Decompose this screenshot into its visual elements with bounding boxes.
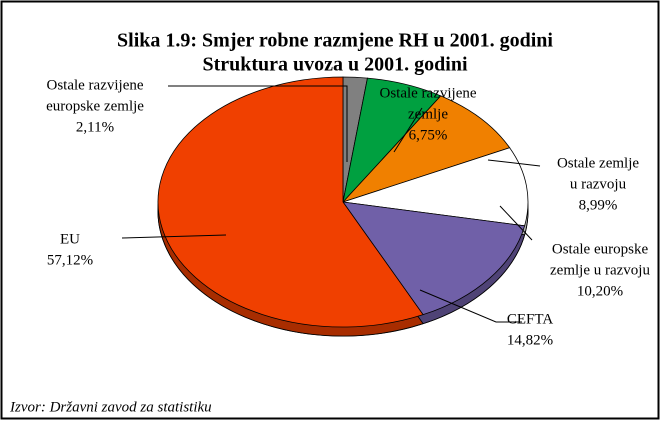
slice-label: Ostale razvijene [46, 77, 143, 93]
leader-line [487, 159, 541, 167]
value-label: 10,20% [577, 283, 623, 299]
slice [342, 201, 526, 316]
slice-label: Ostale zemlje [557, 155, 639, 171]
chart-title: Slika 1.9: Smjer robne razmjene RH u 200… [117, 30, 553, 52]
slice-label: u razvoju [570, 176, 627, 192]
slice-label: EU [60, 231, 80, 247]
slice [157, 76, 424, 328]
leader-line [499, 205, 533, 241]
value-label: 8,99% [579, 197, 618, 213]
chart-subtitle: Struktura uvoza u 2001. godini [202, 54, 467, 76]
slice-label: europske zemlje [46, 98, 144, 114]
leader-line [419, 289, 522, 323]
slice [342, 147, 529, 227]
leader-line [121, 234, 227, 239]
slice-label: zemlje u razvoju [550, 262, 650, 278]
leader-line [168, 85, 348, 162]
slice-label: Ostale europske [552, 241, 649, 257]
pie [157, 76, 529, 337]
slice-label: zemlje [408, 106, 448, 122]
slice [341, 95, 511, 203]
value-label: 14,82% [507, 332, 553, 348]
leader-line [393, 107, 423, 153]
slice-label: Ostale razvijene [379, 85, 476, 101]
slice-label: CEFTA [507, 311, 553, 327]
value-label: 57,12% [47, 252, 93, 268]
value-label: 2,11% [76, 119, 114, 135]
value-label: 6,75% [409, 127, 448, 143]
source: Izvor: Državni zavod za statistiku [9, 399, 212, 415]
leader-lines [121, 85, 541, 323]
